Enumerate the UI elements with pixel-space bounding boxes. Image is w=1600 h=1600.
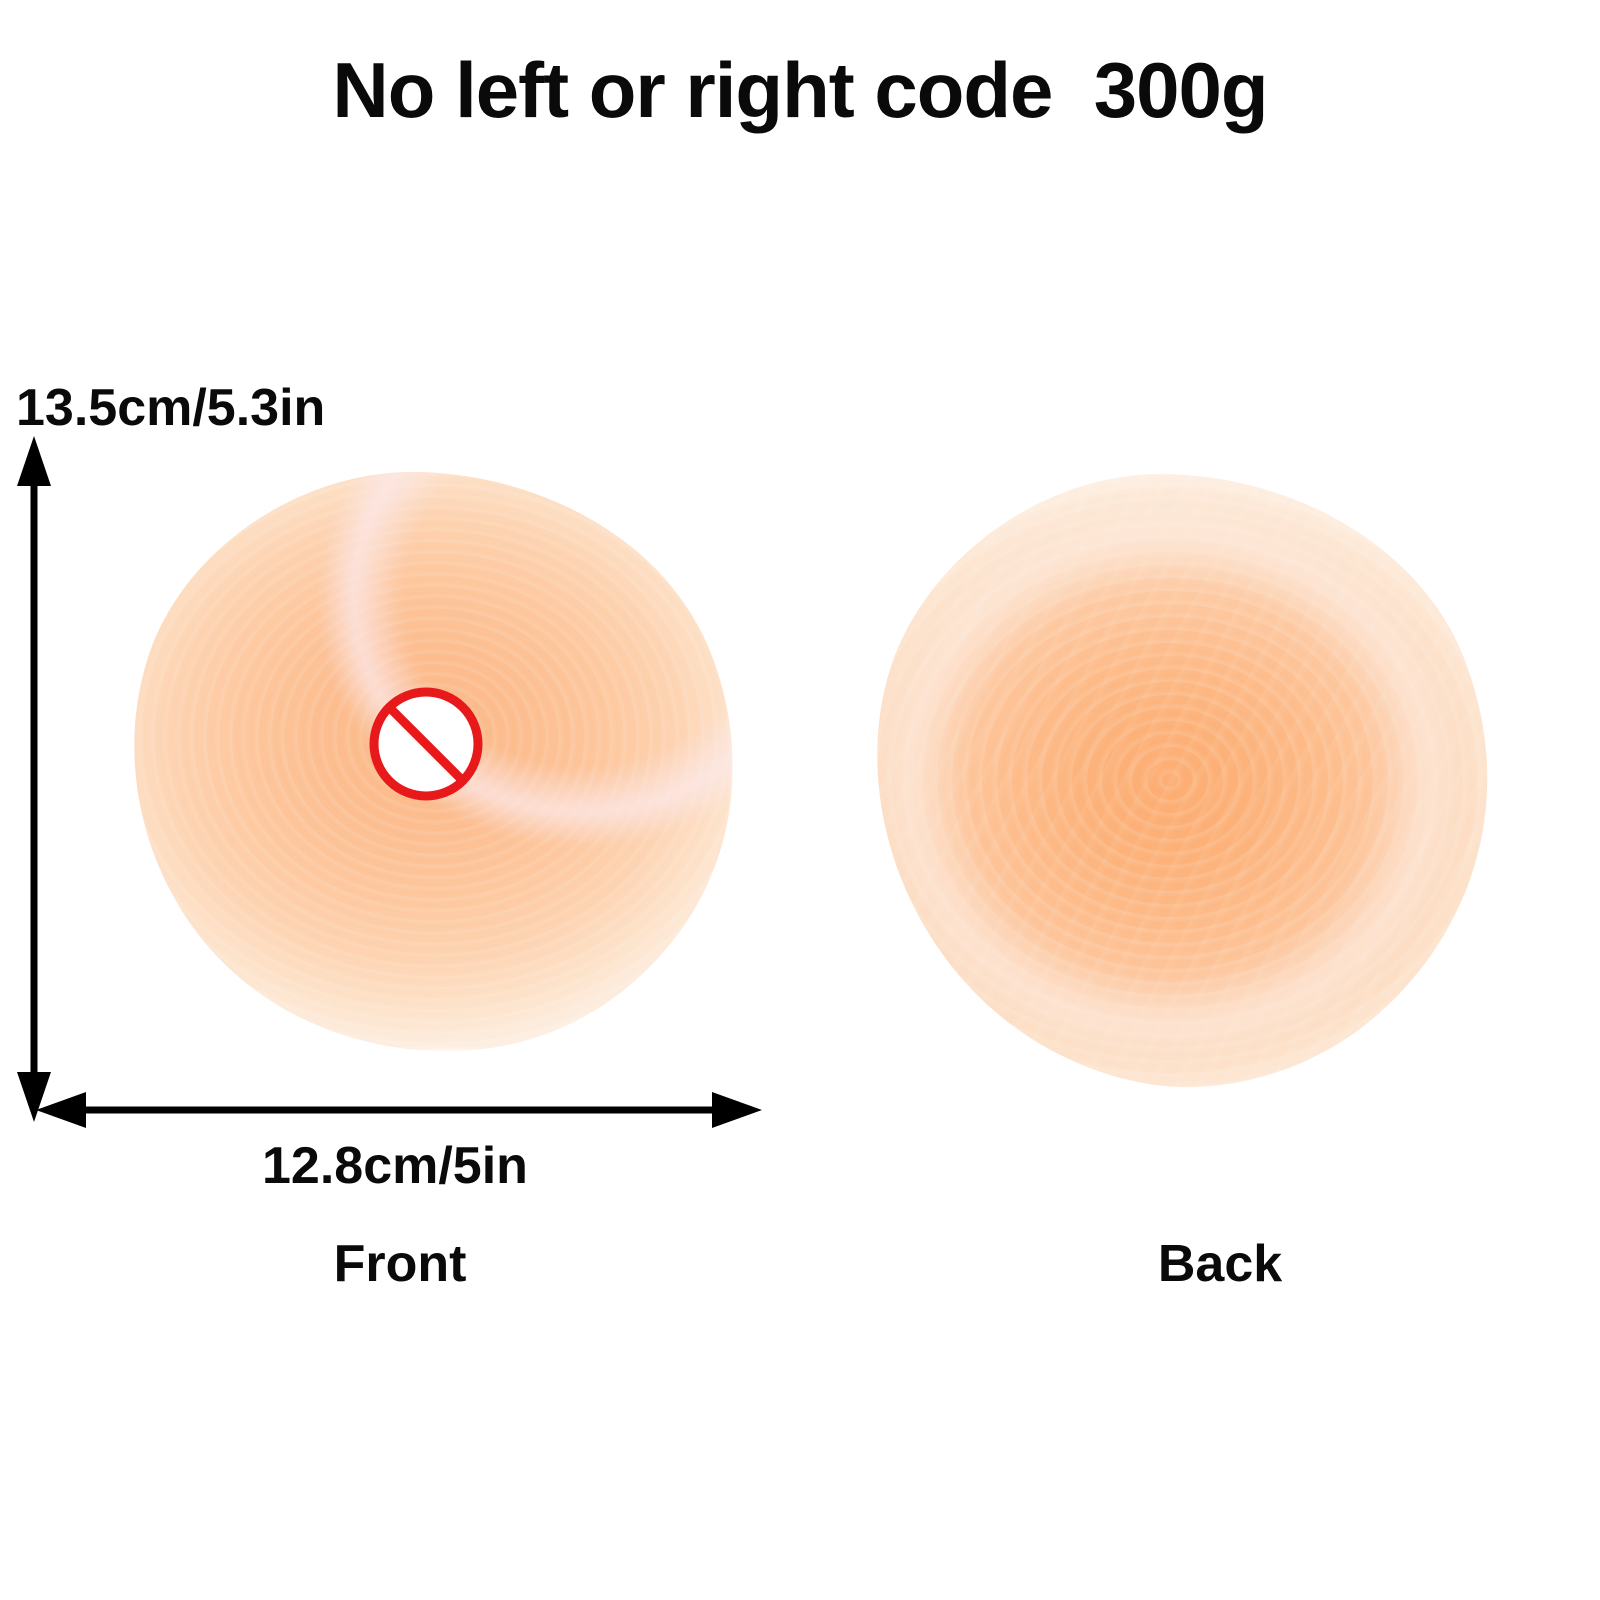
silicone-form-back-shape — [845, 470, 1495, 1090]
width-dimension-label: 12.8cm/5in — [262, 1137, 528, 1195]
page-title: No left or right code 300g — [332, 46, 1268, 134]
caption-front: Front — [333, 1235, 467, 1293]
height-dimension-arrow — [17, 436, 51, 1122]
caption-back: Back — [1157, 1235, 1283, 1293]
silicone-rim-highlight-back — [845, 470, 1495, 1090]
width-dimension-arrow — [36, 1092, 762, 1128]
no-entry-prohibition-icon — [365, 683, 487, 805]
product-image-back — [845, 470, 1495, 1090]
height-dimension-label: 13.5cm/5.3in — [16, 379, 326, 437]
